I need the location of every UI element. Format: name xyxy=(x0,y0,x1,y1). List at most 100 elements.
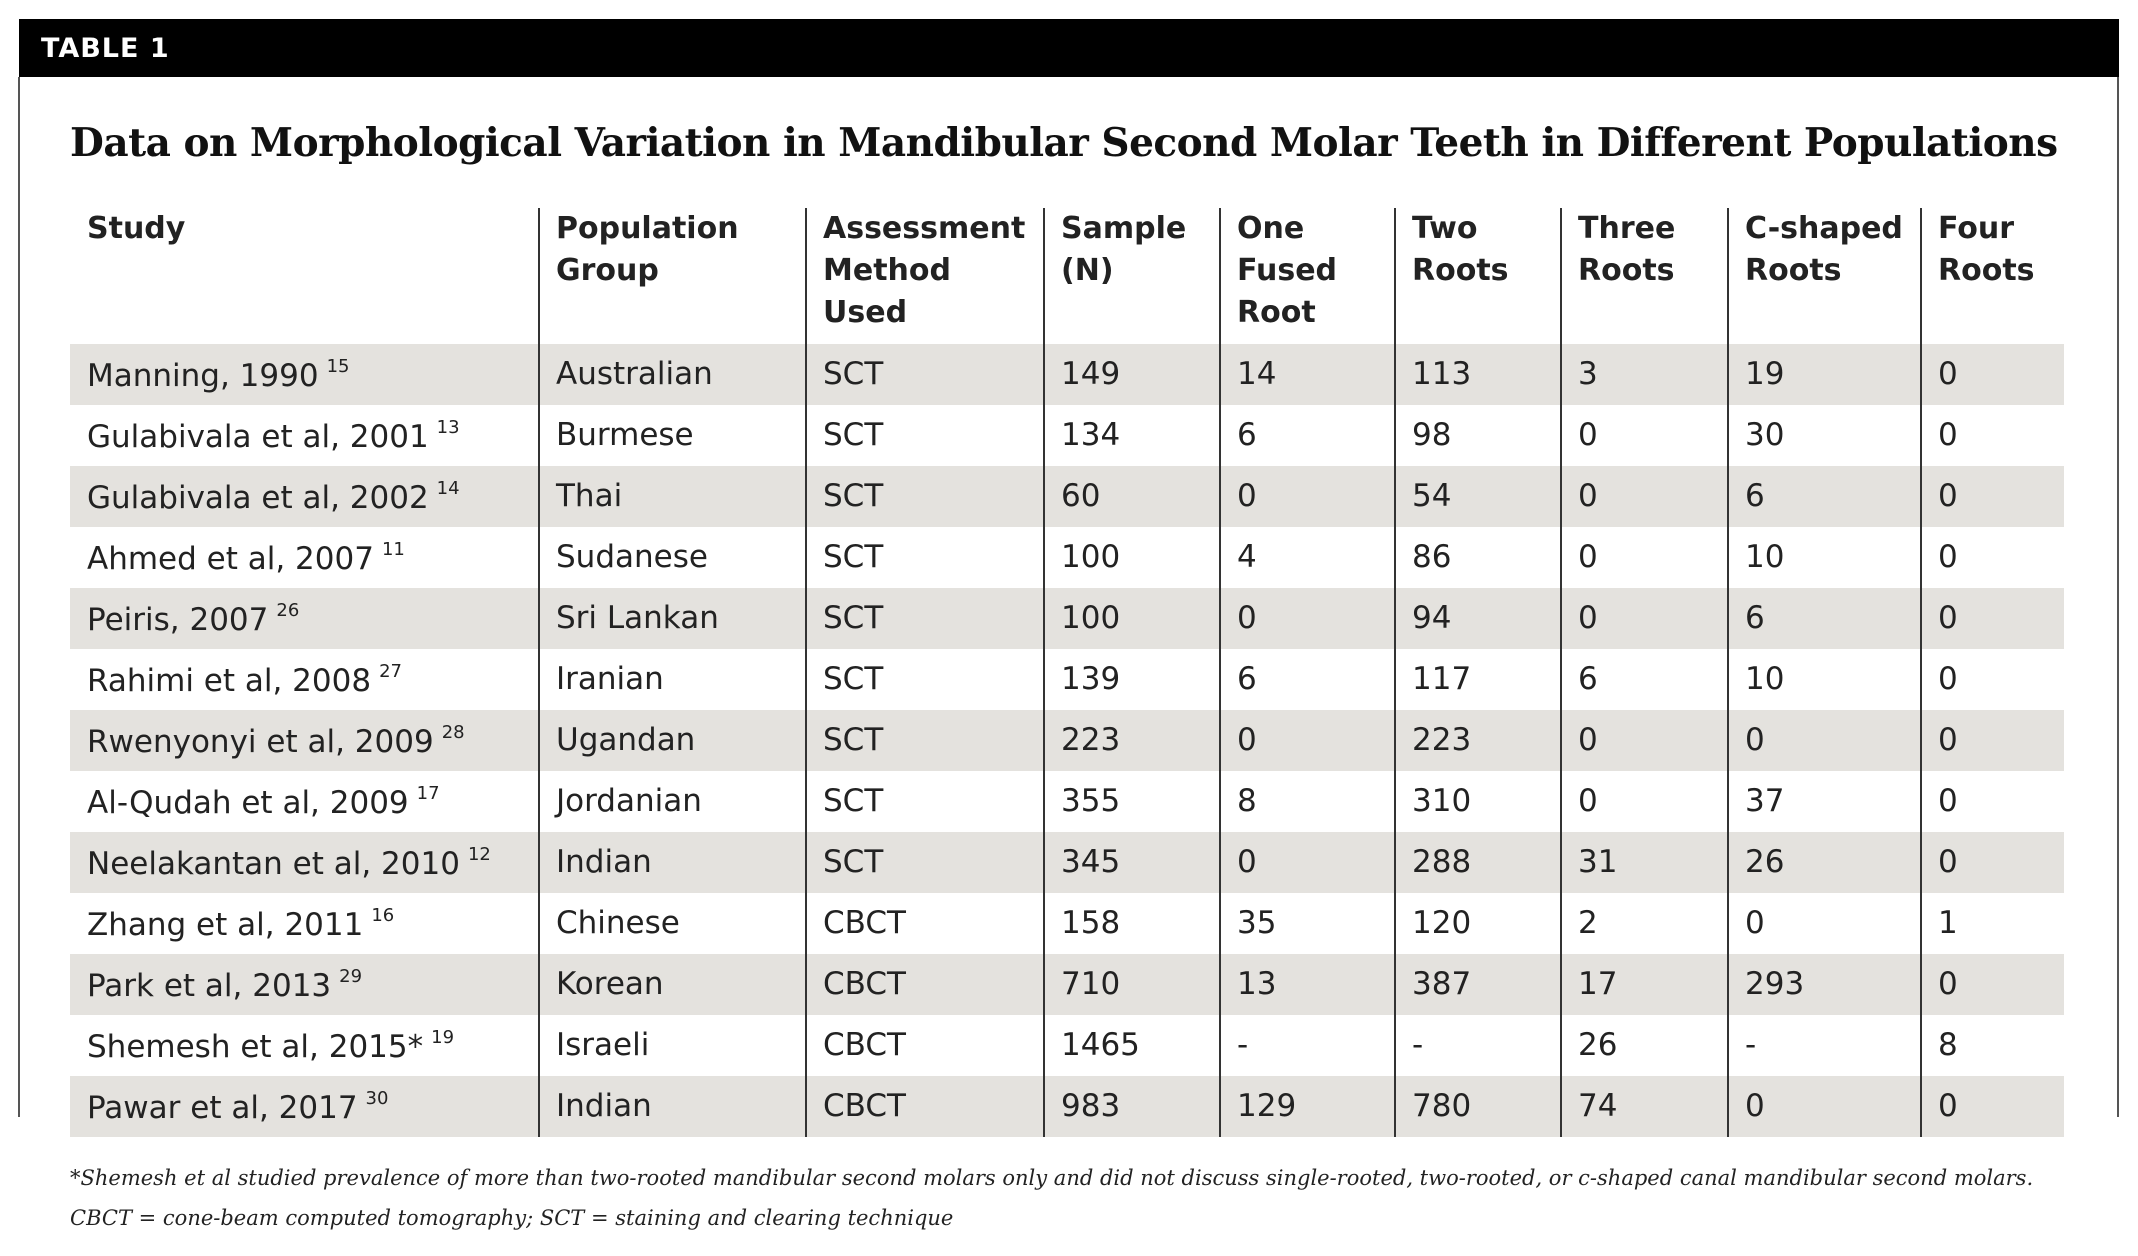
row-shade xyxy=(70,1076,2064,1137)
table-cell: 288 xyxy=(1412,844,1472,880)
table-cell: 30 xyxy=(1745,417,1785,453)
table-cell: SCT xyxy=(823,539,884,575)
table-cell: 120 xyxy=(1412,905,1472,941)
table-cell: 0 xyxy=(1578,722,1598,758)
row-shade xyxy=(70,710,2064,771)
table-cell: SCT xyxy=(823,356,884,392)
column-rule xyxy=(1219,208,1221,1137)
reference: 26 xyxy=(276,600,300,621)
table-cell: 113 xyxy=(1412,356,1472,392)
column-header: Population xyxy=(556,211,739,246)
study: Neelakantan et al, 2010 xyxy=(87,846,460,882)
table-cell: 31 xyxy=(1578,844,1618,880)
study-name: Rwenyonyi et al, 2009 28 xyxy=(87,722,465,760)
table-cell: 13 xyxy=(1237,966,1277,1002)
reference: 14 xyxy=(436,478,460,499)
reference: 29 xyxy=(339,966,363,987)
table-cell: 293 xyxy=(1745,966,1805,1002)
table-cell: 54 xyxy=(1412,478,1452,514)
reference: 19 xyxy=(431,1027,455,1048)
row-shade xyxy=(70,832,2064,893)
table-cell: 0 xyxy=(1237,844,1257,880)
study-name: Zhang et al, 2011 16 xyxy=(87,905,394,943)
table-cell: 0 xyxy=(1938,966,1958,1002)
table-cell: CBCT xyxy=(823,1027,906,1063)
table-cell: 345 xyxy=(1061,844,1121,880)
table-cell: SCT xyxy=(823,478,884,514)
study-name: Peiris, 2007 26 xyxy=(87,600,299,638)
table-cell: 710 xyxy=(1061,966,1121,1002)
column-rule xyxy=(805,208,807,1137)
table-cell: 14 xyxy=(1237,356,1277,392)
table-cell: Chinese xyxy=(556,905,680,941)
reference: 30 xyxy=(365,1088,389,1109)
table-cell: 8 xyxy=(1938,1027,1958,1063)
table-cell: 6 xyxy=(1237,417,1257,453)
table-cell: SCT xyxy=(823,783,884,819)
row-shade xyxy=(70,588,2064,649)
table-cell: Jordanian xyxy=(556,783,702,819)
table-cell: 0 xyxy=(1237,600,1257,636)
left-border xyxy=(18,77,20,1117)
table-cell: Iranian xyxy=(556,661,664,697)
column-header: Group xyxy=(556,253,659,288)
column-rule xyxy=(538,208,540,1137)
table-cell: CBCT xyxy=(823,966,906,1002)
study-name: Gulabivala et al, 2002 14 xyxy=(87,478,460,516)
table-cell: 26 xyxy=(1578,1027,1618,1063)
column-header: Assessment xyxy=(823,211,1026,246)
study: Gulabivala et al, 2001 xyxy=(87,419,429,455)
column-rule xyxy=(1043,208,1045,1137)
study: Shemesh et al, 2015* xyxy=(87,1029,424,1065)
table-cell: Indian xyxy=(556,1088,652,1124)
row-shade xyxy=(70,344,2064,405)
column-header: Roots xyxy=(1578,253,1675,288)
table-cell: 0 xyxy=(1938,478,1958,514)
table-cell: 983 xyxy=(1061,1088,1121,1124)
study: Gulabivala et al, 2002 xyxy=(87,480,429,516)
table-cell: 0 xyxy=(1578,417,1598,453)
table-cell: SCT xyxy=(823,417,884,453)
column-rule xyxy=(1727,208,1729,1137)
study: Rwenyonyi et al, 2009 xyxy=(87,724,434,760)
table-cell: 149 xyxy=(1061,356,1121,392)
table-cell: 0 xyxy=(1578,783,1598,819)
table-cell: Burmese xyxy=(556,417,694,453)
table-cell: 60 xyxy=(1061,478,1101,514)
table-cell: 0 xyxy=(1938,1088,1958,1124)
table-cell: 387 xyxy=(1412,966,1472,1002)
table-cell: 355 xyxy=(1061,783,1121,819)
column-header: Roots xyxy=(1412,253,1509,288)
table-cell: 1 xyxy=(1938,905,1958,941)
table-cell: 0 xyxy=(1938,539,1958,575)
column-header: Fused xyxy=(1237,253,1338,288)
column-rule xyxy=(1920,208,1922,1137)
table-cell: 26 xyxy=(1745,844,1785,880)
table-cell: SCT xyxy=(823,661,884,697)
table-cell: Israeli xyxy=(556,1027,650,1063)
table-cell: 6 xyxy=(1578,661,1598,697)
column-header: Sample xyxy=(1061,211,1187,246)
table-cell: 310 xyxy=(1412,783,1472,819)
study: Al-Qudah et al, 2009 xyxy=(87,785,409,821)
table-cell: 8 xyxy=(1237,783,1257,819)
reference: 15 xyxy=(326,356,350,377)
table-cell: 6 xyxy=(1745,600,1765,636)
table-cell: 139 xyxy=(1061,661,1121,697)
footnote: CBCT = cone-beam computed tomography; SC… xyxy=(70,1206,954,1230)
study-name: Al-Qudah et al, 2009 17 xyxy=(87,783,440,821)
table-cell: 0 xyxy=(1938,661,1958,697)
study-name: Ahmed et al, 2007 11 xyxy=(87,539,405,577)
reference: 28 xyxy=(441,722,465,743)
study: Ahmed et al, 2007 xyxy=(87,541,374,577)
table-cell: 0 xyxy=(1578,539,1598,575)
table-cell: 0 xyxy=(1938,600,1958,636)
column-rule xyxy=(1394,208,1396,1137)
footnote: *Shemesh et al studied prevalence of mor… xyxy=(70,1166,2034,1190)
table-cell: 0 xyxy=(1745,722,1765,758)
table-cell: 0 xyxy=(1938,722,1958,758)
title: Data on Morphological Variation in Mandi… xyxy=(70,120,2058,166)
study: Zhang et al, 2011 xyxy=(87,907,364,943)
table-cell: 17 xyxy=(1578,966,1618,1002)
column-header: Three xyxy=(1578,211,1676,246)
